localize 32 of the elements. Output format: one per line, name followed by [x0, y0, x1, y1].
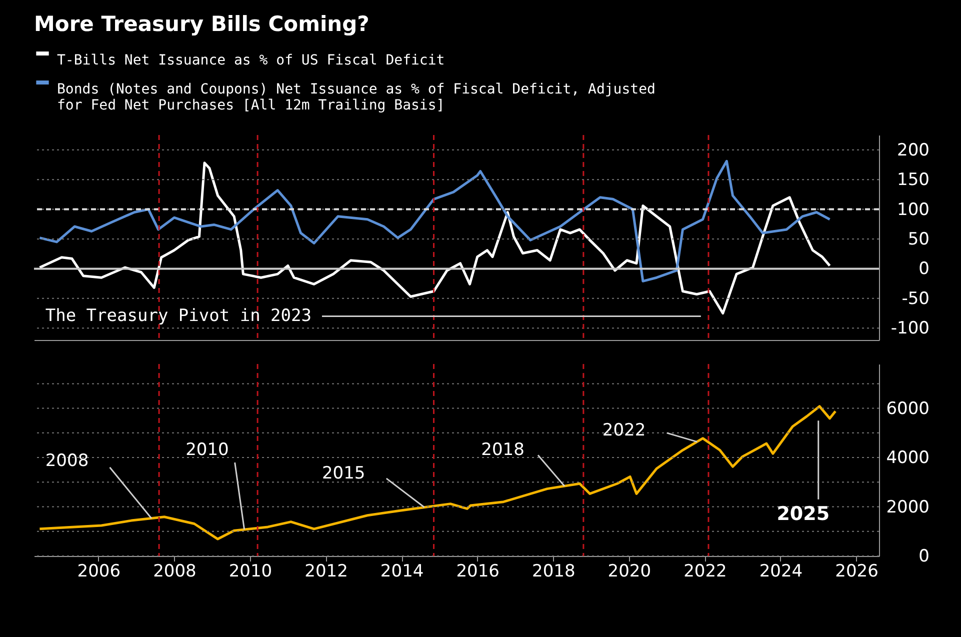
x-tick-label: 2018 — [532, 562, 576, 582]
y-tick-label: 50 — [908, 229, 930, 250]
y-tick-label: -100 — [890, 318, 930, 339]
annotation: The Treasury Pivot in 2023 — [45, 306, 312, 326]
legend-label: T-Bills Net Issuance as % of US Fiscal Deficit — [57, 52, 445, 68]
y-tick-label: 150 — [897, 170, 930, 190]
y-tick-label: 0 — [918, 546, 930, 566]
annotation: 2010 — [186, 440, 229, 460]
chart-title: More Treasury Bills Coming? — [34, 12, 370, 36]
y-tick-label: 0 — [918, 259, 930, 280]
x-tick-label: 2006 — [77, 562, 121, 582]
x-tick-label: 2010 — [228, 562, 272, 582]
x-tick-label: 2012 — [304, 562, 348, 582]
y-tick-label: 2000 — [886, 497, 930, 518]
y-tick-label: 100 — [897, 200, 930, 220]
x-tick-label: 2014 — [380, 562, 424, 582]
x-tick-label: 2022 — [684, 562, 727, 582]
y-tick-label: 200 — [897, 140, 930, 160]
legend-label: Bonds (Notes and Coupons) Net Issuance as % of Fiscal Deficit, Adjusted for Fed Net Purchases [All 12m Trailing Basis] — [57, 82, 656, 114]
annotation: 2022 — [602, 420, 646, 440]
x-tick-label: 2016 — [456, 562, 500, 582]
x-tick-label: 2026 — [835, 562, 878, 582]
annotation: 2008 — [45, 451, 89, 472]
annotation: 2015 — [322, 464, 366, 484]
y-tick-label: -50 — [902, 288, 930, 309]
y-tick-label: 4000 — [886, 448, 930, 468]
y-tick-label: 6000 — [886, 398, 930, 419]
x-tick-label: 2024 — [759, 562, 803, 582]
annotation: 2018 — [481, 440, 524, 460]
x-tick-label: 2020 — [608, 562, 652, 582]
annotation: 2025 — [776, 503, 830, 526]
x-tick-label: 2008 — [153, 562, 196, 582]
